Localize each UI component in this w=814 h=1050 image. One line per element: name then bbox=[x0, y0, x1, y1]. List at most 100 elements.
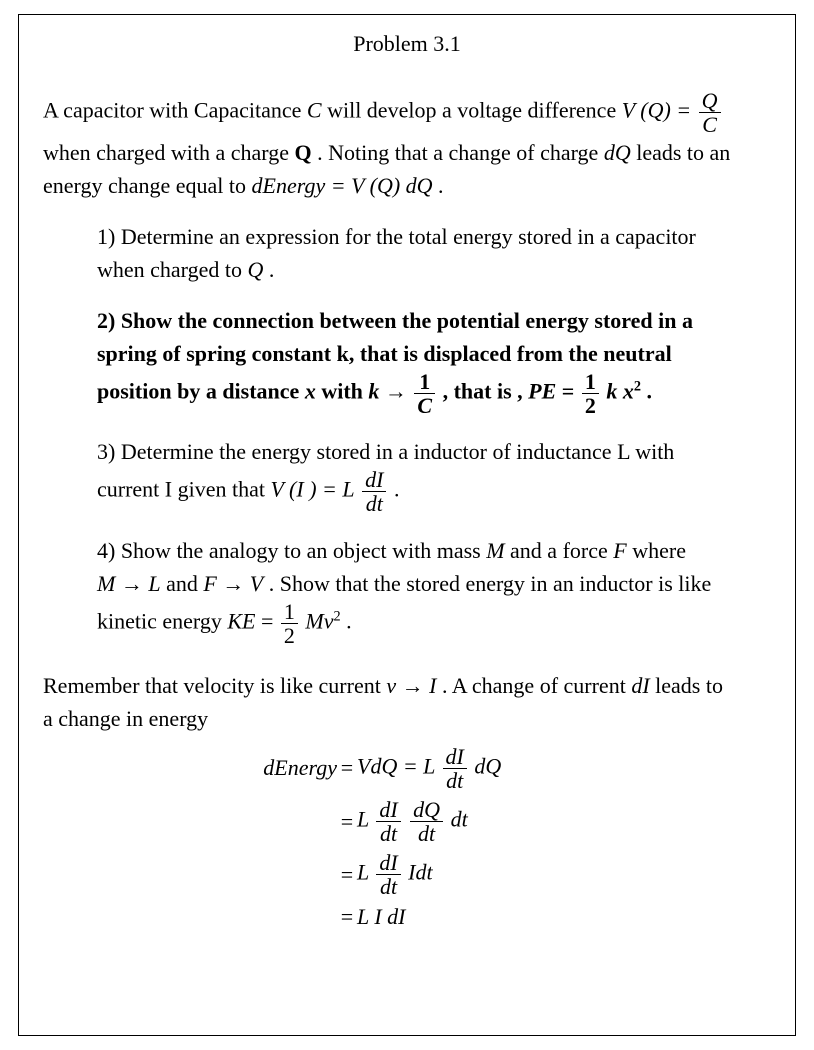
frac-Q-over-C: Q C bbox=[699, 89, 721, 136]
t: energy change equal to bbox=[43, 173, 252, 198]
t: L bbox=[357, 807, 369, 832]
t: position by a distance bbox=[97, 379, 305, 404]
num: dQ bbox=[410, 798, 443, 821]
t: leads to an bbox=[636, 140, 730, 165]
frac: dI dt bbox=[376, 851, 400, 898]
t: . A change of current bbox=[442, 673, 631, 698]
frac: dI dt bbox=[443, 745, 467, 792]
frac: dQ dt bbox=[410, 798, 443, 845]
var-k: k bbox=[368, 379, 379, 404]
deriv-line-3: = L dI dt Idt bbox=[217, 851, 597, 898]
question-1: 1) Determine an expression for the total… bbox=[97, 220, 771, 286]
var-x: x bbox=[305, 379, 316, 404]
rhs: VdQ = L dI dt dQ bbox=[357, 745, 501, 792]
num: 1 bbox=[582, 370, 599, 393]
t: 3) Determine the energy stored in a indu… bbox=[97, 439, 674, 464]
problem-title: Problem 3.1 bbox=[43, 31, 771, 57]
t: . Noting that a change of charge bbox=[317, 140, 604, 165]
frac-half: 1 2 bbox=[281, 600, 298, 647]
var-PE: PE bbox=[528, 379, 556, 404]
map-ML: M → L bbox=[97, 571, 161, 596]
t: when charged to bbox=[97, 257, 248, 282]
eq: = bbox=[562, 379, 580, 404]
t: . bbox=[646, 379, 652, 404]
rhs: L dI dt dQ dt dt bbox=[357, 798, 468, 845]
den: dt bbox=[362, 491, 386, 515]
eq: = bbox=[337, 904, 357, 930]
den: dt bbox=[410, 821, 443, 845]
map-vI: v → I bbox=[386, 673, 436, 698]
den: C bbox=[699, 112, 721, 136]
num: dI bbox=[362, 468, 386, 491]
t: 1) Determine an expression for the total… bbox=[97, 224, 696, 249]
var-C: C bbox=[307, 98, 322, 123]
sq: 2 bbox=[333, 608, 340, 624]
t: a change in energy bbox=[43, 706, 208, 731]
frac-1-C: 1 C bbox=[414, 370, 435, 417]
var-dQ: dQ bbox=[604, 140, 631, 165]
t: will develop a voltage difference bbox=[327, 98, 622, 123]
t: with bbox=[321, 379, 368, 404]
t: current I given that bbox=[97, 477, 271, 502]
t: L bbox=[357, 860, 369, 885]
var-F: F bbox=[613, 538, 626, 563]
den: dt bbox=[443, 768, 467, 792]
sq: 2 bbox=[634, 379, 641, 395]
Mv: Mv bbox=[305, 608, 333, 633]
t: dQ bbox=[474, 753, 501, 778]
num: Q bbox=[699, 89, 721, 112]
den: 2 bbox=[582, 393, 599, 417]
question-2: 2) Show the connection between the poten… bbox=[97, 304, 771, 417]
t: where bbox=[632, 538, 686, 563]
deriv-line-1: dEnergy = VdQ = L dI dt dQ bbox=[217, 745, 597, 792]
question-4: 4) Show the analogy to an object with ma… bbox=[97, 534, 771, 647]
eq: = bbox=[337, 755, 357, 781]
eq-VQ: V (Q) = bbox=[622, 98, 691, 123]
intro-paragraph: A capacitor with Capacitance C will deve… bbox=[43, 89, 771, 202]
var-Q-bold: Q bbox=[294, 140, 311, 165]
reminder: Remember that velocity is like current v… bbox=[43, 669, 771, 735]
t: . bbox=[394, 477, 400, 502]
num: dI bbox=[376, 798, 400, 821]
deriv-line-2: = L dI dt dQ dt dt bbox=[217, 798, 597, 845]
t: leads to bbox=[655, 673, 723, 698]
eq-dEnergy: dEnergy = V (Q) dQ bbox=[252, 173, 433, 198]
t: VdQ = L bbox=[357, 753, 435, 778]
den: 2 bbox=[281, 623, 298, 647]
problem-frame: Problem 3.1 A capacitor with Capacitance… bbox=[18, 14, 796, 1036]
deriv-line-4: = L I dI bbox=[217, 904, 597, 930]
frac-dI-dt: dI dt bbox=[362, 468, 386, 515]
t: 2) Show the connection between the poten… bbox=[97, 308, 693, 333]
den: C bbox=[414, 393, 435, 417]
var-M: M bbox=[486, 538, 504, 563]
num: 1 bbox=[414, 370, 435, 393]
derivation: dEnergy = VdQ = L dI dt dQ = L dI bbox=[217, 745, 597, 931]
den: dt bbox=[376, 874, 400, 898]
t: . bbox=[438, 173, 444, 198]
t: , that is , bbox=[443, 379, 529, 404]
var-KE: KE bbox=[227, 608, 255, 633]
t: kinetic energy bbox=[97, 608, 227, 633]
eq: = bbox=[261, 608, 279, 633]
frac: dI dt bbox=[376, 798, 400, 845]
rhs: L I dI bbox=[357, 904, 406, 930]
arrow-icon: → bbox=[385, 379, 413, 404]
t: when charged with a charge bbox=[43, 140, 294, 165]
t: . Show that the stored energy in an indu… bbox=[269, 571, 712, 596]
question-3: 3) Determine the energy stored in a indu… bbox=[97, 435, 771, 515]
t: 4) Show the analogy to an object with ma… bbox=[97, 538, 486, 563]
t: Remember that velocity is like current bbox=[43, 673, 386, 698]
num: dI bbox=[376, 851, 400, 874]
t: dt bbox=[451, 807, 468, 832]
frac-half: 1 2 bbox=[582, 370, 599, 417]
rhs: L dI dt Idt bbox=[357, 851, 433, 898]
kx: k x bbox=[606, 379, 634, 404]
t: spring of spring constant k, that is dis… bbox=[97, 341, 672, 366]
t: and bbox=[166, 571, 203, 596]
var-Q: Q bbox=[248, 257, 264, 282]
eq: = bbox=[337, 809, 357, 835]
num: 1 bbox=[281, 600, 298, 623]
t: A capacitor with Capacitance bbox=[43, 98, 307, 123]
map-FV: F → V bbox=[203, 571, 263, 596]
t: . bbox=[346, 608, 352, 633]
